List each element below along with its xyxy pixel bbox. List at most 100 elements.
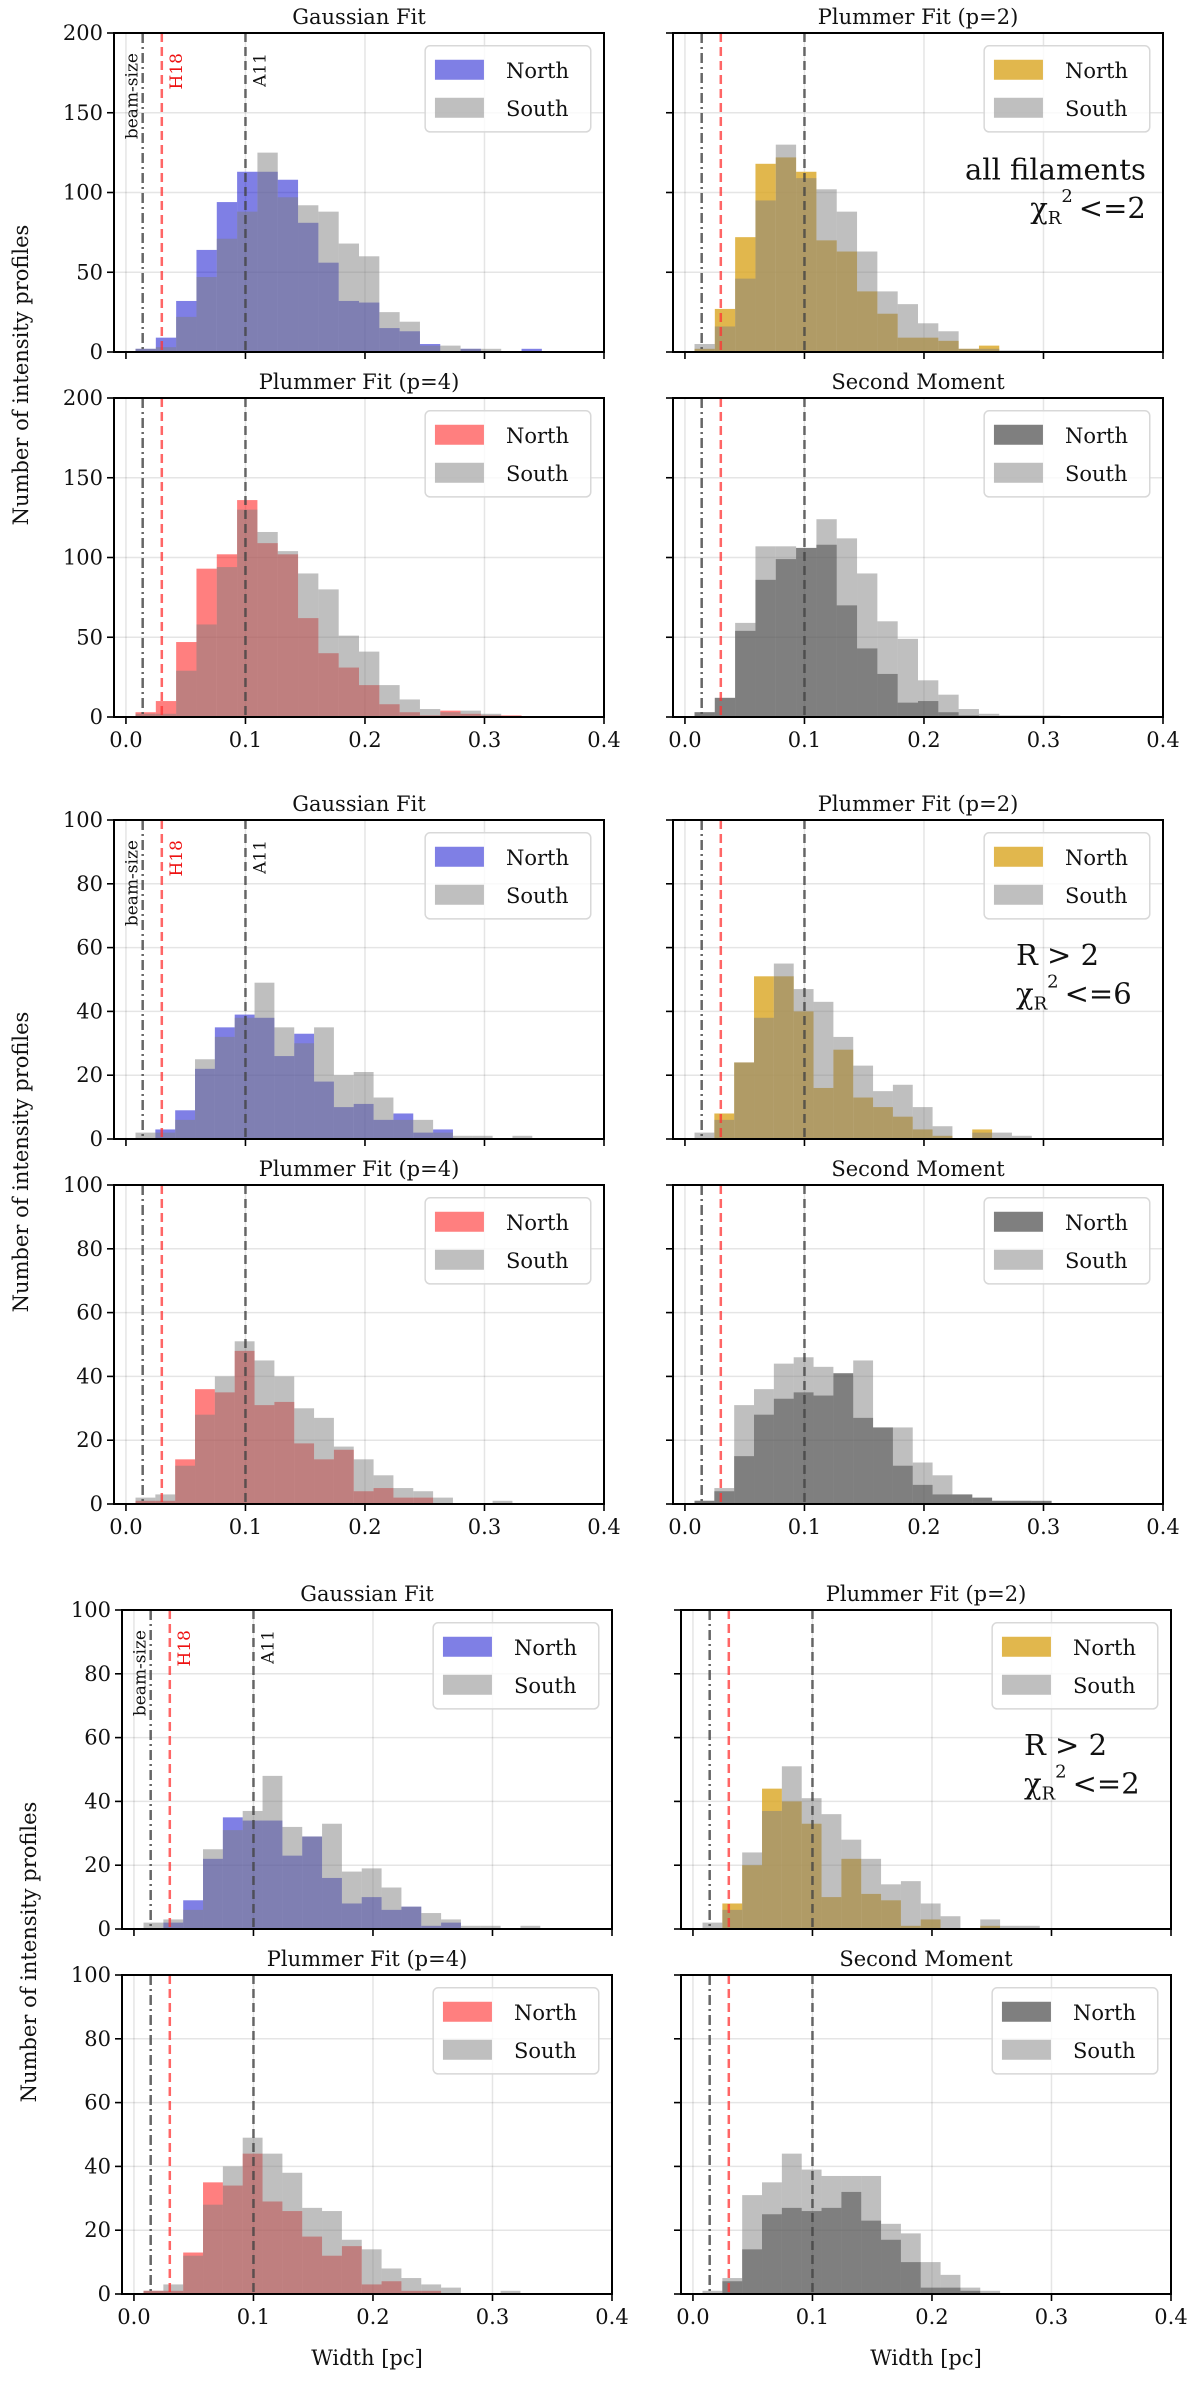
x-tick-label: 0.3 xyxy=(1027,728,1060,752)
bar-south xyxy=(960,2287,981,2294)
x-tick-label: 0.3 xyxy=(1035,2305,1068,2329)
bar-south xyxy=(379,312,400,352)
panel-title: Plummer Fit (p=4) xyxy=(267,1947,468,1971)
bar-south xyxy=(196,277,217,352)
legend-label-north: North xyxy=(506,846,569,870)
bar-south xyxy=(183,2255,204,2294)
y-tick-label: 60 xyxy=(84,1726,111,1750)
bar-south xyxy=(1000,1925,1020,1929)
bar-south xyxy=(762,1810,782,1929)
legend-swatch-north xyxy=(434,59,484,80)
bar-south xyxy=(195,1414,215,1504)
legend-label-south: South xyxy=(506,884,569,908)
panel-title: Gaussian Fit xyxy=(300,1582,434,1606)
y-axis-label: Number of intensity profiles xyxy=(9,1012,33,1313)
bar-south xyxy=(836,211,858,352)
legend-swatch-north xyxy=(1001,1636,1051,1657)
x-tick-label: 0.1 xyxy=(229,1515,262,1539)
legend-swatch-north xyxy=(442,2001,492,2022)
y-tick-label: 80 xyxy=(84,1662,111,1686)
legend-swatch-north xyxy=(993,424,1043,445)
bar-south xyxy=(816,519,837,717)
beam-size-label: beam-size xyxy=(131,1630,151,1716)
legend-swatch-north xyxy=(993,59,1043,80)
bar-south xyxy=(183,1909,204,1929)
panel-title: Plummer Fit (p=2) xyxy=(818,792,1019,816)
y-tick-label: 100 xyxy=(71,1963,111,1987)
axes-frame xyxy=(121,1974,613,2295)
bar-south xyxy=(419,345,441,352)
x-tick-label: 0.1 xyxy=(796,2305,829,2329)
bar-south xyxy=(257,152,278,352)
bar-south xyxy=(421,2284,442,2294)
axes-frame xyxy=(672,819,1164,1140)
bar-south xyxy=(754,1017,774,1139)
h18-label: H18 xyxy=(175,1630,195,1666)
bar-south xyxy=(237,509,258,717)
y-tick-label: 40 xyxy=(76,1364,103,1388)
bar-south xyxy=(341,2239,362,2294)
bar-south xyxy=(135,713,156,717)
panel-title: Plummer Fit (p=2) xyxy=(818,5,1019,29)
beam-size-label: beam-size xyxy=(123,840,143,926)
bar-south xyxy=(399,321,420,352)
panel-title: Plummer Fit (p=4) xyxy=(259,1157,460,1181)
axes-frame xyxy=(113,819,605,1140)
bar-south xyxy=(742,1852,763,1929)
legend: North South xyxy=(424,45,592,133)
y-tick-label: 200 xyxy=(63,386,103,410)
bar-south xyxy=(419,709,441,717)
legend-label-south: South xyxy=(1073,2039,1136,2063)
legend-label-south: South xyxy=(1073,1674,1136,1698)
bar-south xyxy=(861,2175,882,2294)
bar-south xyxy=(322,1823,342,1929)
bar-south xyxy=(980,2290,1001,2294)
bar-south xyxy=(222,1830,243,1929)
bar-south xyxy=(222,2166,243,2294)
bar-south xyxy=(853,1360,874,1504)
y-tick-label: 50 xyxy=(76,260,103,284)
bar-south xyxy=(298,205,319,352)
panel-5: Gaussian Fit beam-size H18 A11 0 20 40 60 80 100 N… xyxy=(63,792,605,1151)
bar-south xyxy=(912,1107,933,1139)
bar-south xyxy=(413,1491,434,1504)
legend-swatch-south xyxy=(1001,2039,1051,2060)
bar-south xyxy=(816,189,837,352)
bar-south xyxy=(918,323,939,352)
legend-label-north: North xyxy=(1065,846,1128,870)
y-tick-label: 60 xyxy=(76,1301,103,1325)
legend: North South xyxy=(991,1987,1159,2075)
legend-label-south: South xyxy=(1065,884,1128,908)
bar-south xyxy=(176,316,197,352)
bar-south xyxy=(282,1826,303,1929)
bar-south xyxy=(163,1919,184,1929)
x-tick-label: 0.4 xyxy=(587,728,620,752)
legend-swatch-north xyxy=(442,1636,492,1657)
annotation-line1: R > 2 xyxy=(1016,938,1099,972)
bar-south xyxy=(940,1916,961,1929)
bar-south xyxy=(234,1341,255,1504)
bar-south xyxy=(796,547,817,717)
panel-title: Second Moment xyxy=(839,1947,1013,1971)
axes-frame xyxy=(121,1609,613,1930)
legend-label-south: South xyxy=(514,2039,577,2063)
bar-south xyxy=(302,2207,323,2294)
bar-south xyxy=(460,1925,481,1929)
x-tick-label: 0.2 xyxy=(348,1515,381,1539)
annotation-chi-condition: χR2 <=2 xyxy=(1024,1761,1140,1804)
y-axis-label: Number of intensity profiles xyxy=(9,225,33,526)
bar-south xyxy=(294,1408,315,1504)
y-tick-label: 60 xyxy=(76,936,103,960)
y-tick-label: 20 xyxy=(84,2218,111,2242)
bar-south xyxy=(813,1001,834,1139)
bar-south xyxy=(373,1097,394,1139)
annotation-chi: χ xyxy=(1016,976,1034,1010)
legend-label-north: North xyxy=(514,1636,577,1660)
bar-south xyxy=(274,1027,295,1139)
bar-south xyxy=(938,694,959,717)
bar-south xyxy=(841,2175,862,2294)
bar-south xyxy=(841,1839,862,1929)
panel-11: Plummer Fit (p=4) 0.0 0.1 0.2 0.3 0.4 0 20 40 60 8… xyxy=(71,1947,629,2329)
bar-south xyxy=(480,1925,501,1929)
legend-swatch-south xyxy=(442,2039,492,2060)
